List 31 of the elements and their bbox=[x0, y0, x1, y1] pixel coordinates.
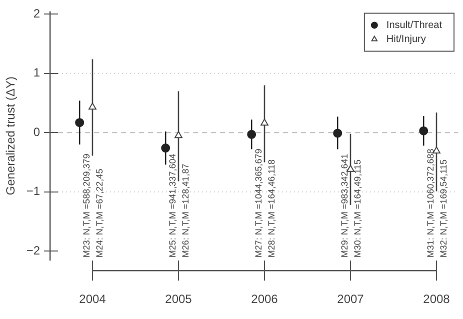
y-tick-label: 0 bbox=[33, 124, 40, 139]
point bbox=[247, 130, 256, 139]
y-tick-label: 2 bbox=[33, 6, 40, 20]
annotation: M25: N,T,M =941,337,604 bbox=[168, 154, 178, 258]
x-tick-label: 2008 bbox=[423, 292, 450, 306]
point bbox=[161, 144, 170, 153]
annotation: M23: N,T,M =588,209,379 bbox=[82, 154, 92, 258]
y-tick-label: −2 bbox=[26, 243, 40, 258]
y-tick-label: 1 bbox=[33, 66, 40, 80]
x-tick-label: 2004 bbox=[79, 292, 106, 306]
point bbox=[260, 118, 268, 126]
annotation: M30: N,T,M =164,49,115 bbox=[352, 159, 362, 258]
point bbox=[333, 128, 342, 138]
x-tick-label: 2005 bbox=[165, 292, 192, 306]
annotation: M27: N,T,M =1044,365,679 bbox=[254, 148, 264, 258]
point bbox=[75, 118, 84, 128]
annotation: M29: N,T,M =983,342,641 bbox=[340, 154, 350, 258]
point bbox=[88, 102, 96, 110]
y-tick-label: −1 bbox=[26, 184, 40, 198]
x-tick-label: 2007 bbox=[337, 292, 364, 306]
annotation: M32: N,T,M =169,54,115 bbox=[438, 159, 448, 258]
point bbox=[174, 131, 182, 138]
y-axis-title: Generalized trust (ΔY) bbox=[4, 76, 18, 196]
annotation: M24: N,T,M =67,22,45 bbox=[94, 168, 104, 258]
annotation: M26: N,T,M =128,41,87 bbox=[180, 164, 190, 258]
legend-label: Insult/Threat bbox=[386, 20, 442, 31]
annotation: M31: N,T,M =1060,372,688 bbox=[426, 148, 436, 258]
legend-label: Hit/Injury bbox=[386, 34, 426, 45]
annotation: M28: N,T,M =164,46,118 bbox=[266, 159, 276, 258]
point bbox=[419, 126, 428, 136]
x-tick-label: 2006 bbox=[251, 292, 278, 306]
